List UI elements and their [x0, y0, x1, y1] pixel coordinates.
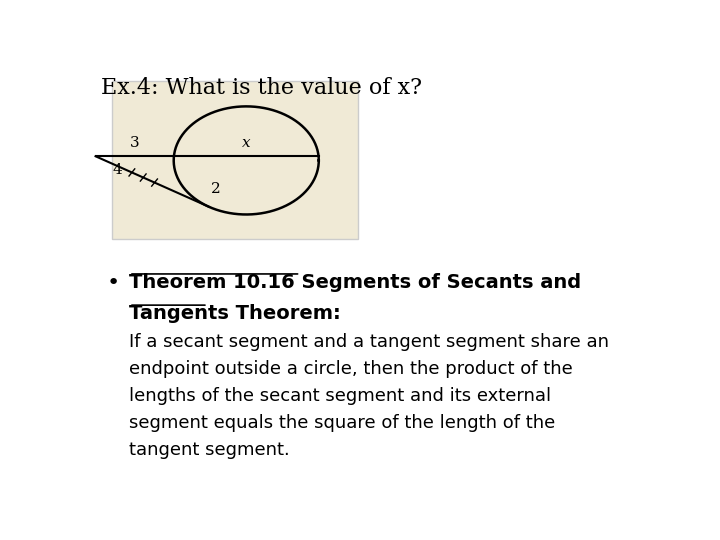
- Text: x: x: [242, 136, 251, 150]
- Text: 4: 4: [112, 164, 122, 178]
- Text: •: •: [107, 273, 120, 293]
- FancyBboxPatch shape: [112, 82, 358, 239]
- Text: Ex.4: What is the value of x?: Ex.4: What is the value of x?: [101, 77, 422, 99]
- Text: 3: 3: [130, 136, 140, 150]
- Text: Theorem 10.16 Segments of Secants and: Theorem 10.16 Segments of Secants and: [129, 273, 581, 292]
- Text: Tangents Theorem:: Tangents Theorem:: [129, 304, 341, 323]
- Text: 2: 2: [211, 183, 220, 197]
- Text: If a secant segment and a tangent segment share an
endpoint outside a circle, th: If a secant segment and a tangent segmen…: [129, 333, 609, 460]
